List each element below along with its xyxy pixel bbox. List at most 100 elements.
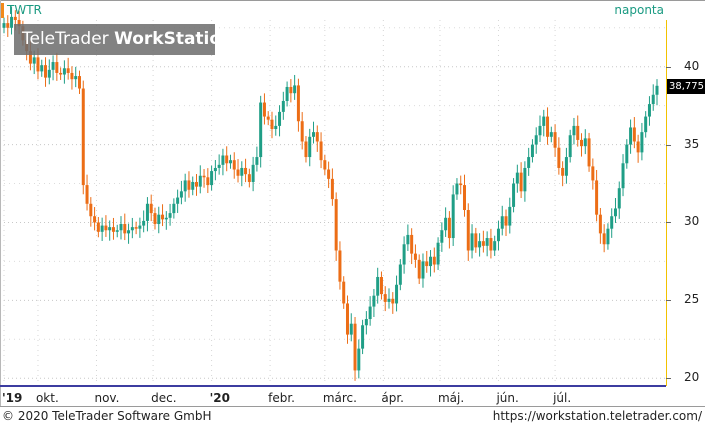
candle-body — [636, 141, 640, 153]
candle-body — [413, 253, 417, 260]
candle-body — [225, 155, 229, 164]
candle-body — [598, 214, 602, 234]
candle-body — [259, 102, 263, 158]
candle-body — [493, 241, 497, 251]
candle-body — [10, 16, 14, 28]
candle-body — [119, 224, 123, 231]
candle-body — [632, 127, 636, 142]
x-tick-label: nov. — [94, 391, 120, 405]
candle-body — [462, 185, 466, 211]
candle-body — [527, 157, 531, 168]
candle-body — [444, 217, 448, 231]
candle-body — [421, 261, 425, 279]
candle-body — [534, 135, 538, 145]
candle-body — [40, 65, 44, 72]
ticker-label: TWTR — [7, 3, 42, 17]
candle-body — [572, 125, 576, 136]
candle-body — [232, 160, 236, 170]
candle-body — [644, 116, 648, 133]
candle-body — [161, 214, 165, 220]
gridlines — [3, 20, 666, 385]
candle-body — [59, 72, 63, 75]
candle-body — [466, 210, 470, 251]
candle-body — [436, 242, 440, 265]
y-tick-mark — [666, 144, 671, 146]
candle-body — [629, 127, 633, 145]
candle-body — [255, 157, 259, 165]
candle-body — [244, 167, 248, 175]
candle-body — [361, 325, 365, 349]
y-axis-line — [666, 20, 667, 386]
candle-body — [451, 194, 455, 239]
x-tick-label: '20 — [209, 391, 230, 405]
candle-body — [546, 116, 550, 137]
candle-body — [134, 227, 138, 229]
candle-body — [512, 183, 516, 207]
candle-body — [308, 136, 312, 158]
candle-body — [266, 116, 270, 120]
candle-body — [183, 180, 187, 192]
candle-body — [474, 233, 478, 248]
candle-body — [398, 264, 402, 285]
candle-body — [610, 216, 614, 229]
candle-body — [647, 104, 651, 117]
candle-body — [179, 191, 183, 198]
candle-body — [425, 261, 429, 267]
candle-body — [602, 233, 606, 245]
candle-body — [489, 238, 493, 251]
candle-body — [591, 166, 595, 181]
candle-body — [44, 65, 48, 78]
candle-body — [323, 160, 327, 170]
candle-body — [315, 132, 319, 142]
candle-body — [127, 230, 131, 234]
y-tick-label: 20 — [684, 370, 700, 385]
left-rule — [0, 0, 1, 406]
candle-body — [625, 144, 629, 164]
watermark-logo: TeleTrader WorkStation — [14, 24, 233, 55]
candle-body — [138, 225, 142, 229]
candle-body — [338, 250, 342, 282]
candle-body — [47, 69, 51, 78]
candle-body — [376, 276, 380, 296]
candle-body — [621, 163, 625, 189]
candle-body — [36, 57, 40, 72]
candle-body — [368, 306, 372, 320]
candle-body — [342, 281, 346, 304]
top-rule — [0, 0, 705, 1]
candle-body — [364, 319, 368, 326]
candle-body — [542, 116, 546, 126]
candle-body — [496, 228, 500, 242]
candle-body — [202, 175, 206, 178]
candle-body — [221, 155, 225, 165]
candle-body — [28, 51, 32, 64]
candle-body — [115, 230, 119, 232]
candle-body — [391, 298, 395, 304]
candle-body — [357, 348, 361, 371]
candle-body — [651, 94, 655, 105]
watermark-brand: TeleTrader — [22, 29, 109, 49]
x-axis-baseline — [0, 385, 666, 387]
candle-body — [145, 203, 149, 221]
candle-body — [77, 76, 81, 89]
candle-body — [432, 256, 436, 265]
source-url[interactable]: https://workstation.teletrader.com/ — [492, 409, 702, 423]
candle-body — [85, 185, 89, 204]
candle-body — [104, 225, 108, 231]
candle-body — [6, 23, 10, 28]
candle-body — [228, 160, 232, 164]
candle-body — [372, 295, 376, 307]
candle-body — [481, 241, 485, 246]
candle-body — [217, 164, 221, 168]
candle-body — [142, 220, 146, 226]
candle-body — [440, 230, 444, 243]
candle-body — [617, 188, 621, 209]
y-tick-label: 30 — [684, 214, 700, 229]
candle-body — [459, 183, 463, 186]
candle-body — [285, 86, 289, 101]
candle-body — [198, 175, 202, 187]
candle-body — [334, 199, 338, 251]
candle-body — [568, 135, 572, 158]
candle-body — [289, 86, 293, 94]
